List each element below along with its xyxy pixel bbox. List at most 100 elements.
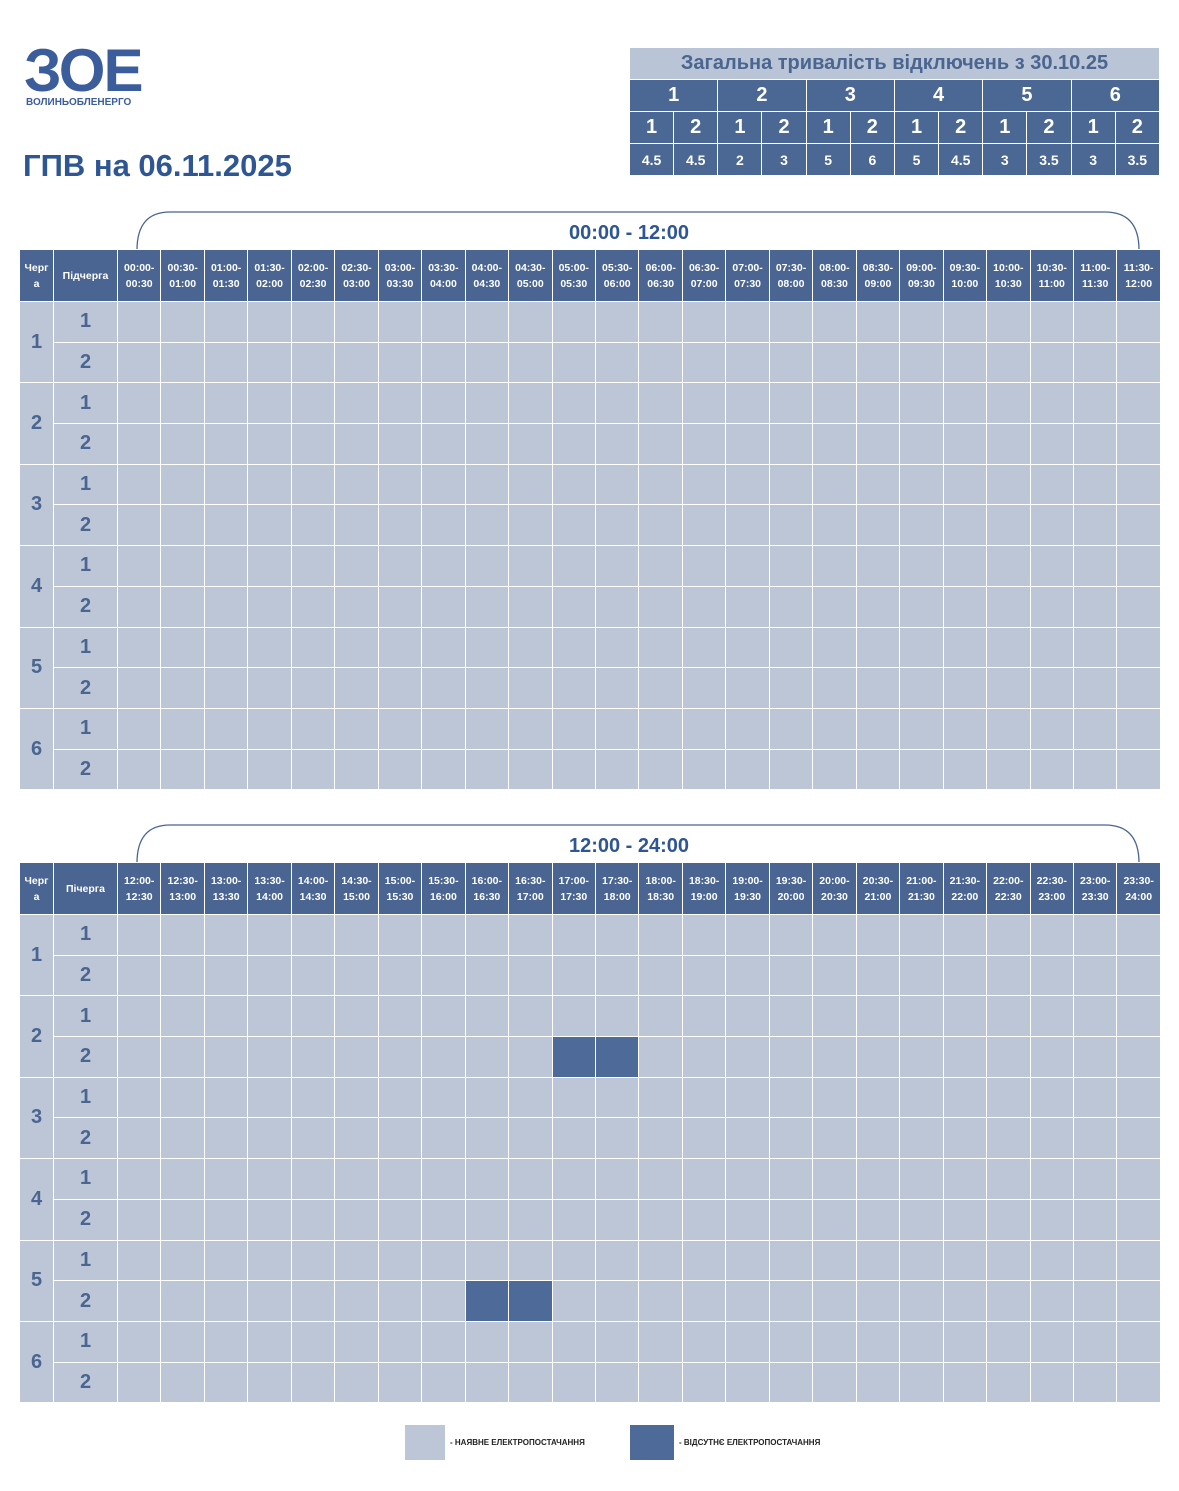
power-cell [594, 1320, 640, 1363]
schedule-row: 2 [20, 341, 1161, 384]
power-cell [594, 423, 640, 465]
power-cell [681, 1198, 727, 1241]
power-cell [855, 1239, 901, 1282]
slot-header: 13:30-14:00 [247, 862, 292, 915]
power-cell [464, 748, 510, 791]
power-cell [508, 341, 553, 384]
slot-header: 19:30-20:00 [768, 862, 814, 915]
power-cell [334, 504, 379, 547]
power-cell [725, 585, 770, 628]
outage-cell [551, 1036, 596, 1078]
power-cell [942, 301, 988, 343]
hours-value: 5 [805, 143, 851, 176]
power-cell [855, 914, 901, 956]
power-cell [203, 1076, 249, 1119]
power-cell [768, 301, 814, 343]
power-cell [247, 545, 292, 587]
power-cell [1029, 667, 1074, 709]
power-cell [1072, 667, 1118, 709]
power-cell [681, 545, 727, 587]
schedule-table: Черга Підчерга 00:00-00:30 00:30-01:00 01:00… [19, 249, 1161, 791]
period-bracket [136, 211, 1140, 251]
power-cell [290, 585, 336, 628]
power-cell [551, 1320, 596, 1363]
power-cell [681, 1280, 727, 1322]
power-cell [681, 995, 727, 1038]
power-cell [812, 667, 857, 709]
power-cell [508, 707, 553, 750]
power-cell [377, 1117, 423, 1160]
slot-header: 21:30-22:00 [942, 862, 988, 915]
power-cell [116, 1320, 162, 1363]
power-cell [1072, 995, 1118, 1038]
power-cell [1029, 585, 1074, 628]
group-label: 3 [805, 79, 895, 112]
power-cell [986, 301, 1031, 343]
slot-header: 08:30-09:00 [855, 249, 901, 302]
power-cell [638, 995, 683, 1038]
power-cell [899, 1036, 944, 1078]
power-cell [942, 748, 988, 791]
power-cell [1029, 341, 1074, 384]
power-cell [334, 1036, 379, 1078]
power-cell [551, 1198, 596, 1241]
power-cell [116, 748, 162, 791]
legend-label: - ВІДСУТНЄ ЕЛЕКТРОПОСТАЧАННЯ [679, 1438, 821, 1447]
power-cell [334, 626, 379, 669]
power-cell [508, 382, 553, 425]
hours-value: 3 [982, 143, 1028, 176]
power-cell [768, 626, 814, 669]
power-cell [1029, 1076, 1074, 1119]
power-cell [812, 504, 857, 547]
power-cell [594, 585, 640, 628]
power-cell [247, 1198, 292, 1241]
power-cell [160, 423, 205, 465]
power-cell [203, 341, 249, 384]
power-cell [638, 954, 683, 997]
outage-cell [508, 1280, 553, 1322]
power-cell [986, 585, 1031, 628]
power-cell [594, 1117, 640, 1160]
power-cell [899, 626, 944, 669]
power-cell [160, 1280, 205, 1322]
power-cell [725, 626, 770, 669]
power-cell [1029, 382, 1074, 425]
power-cell [812, 1198, 857, 1241]
power-cell [377, 914, 423, 956]
subqueue-label: 1 [53, 995, 118, 1038]
hours-value: 5 [893, 143, 940, 176]
hours-value: 6 [849, 143, 895, 176]
power-cell [812, 382, 857, 425]
power-cell [725, 1036, 770, 1078]
power-cell [986, 914, 1031, 956]
power-cell [116, 914, 162, 956]
power-cell [334, 1320, 379, 1363]
power-cell [986, 1320, 1031, 1363]
schedule-row: 2 [20, 1036, 1161, 1078]
power-cell [464, 995, 510, 1038]
subgroup-label: 2 [1026, 111, 1072, 144]
queue-label: 6 [19, 1320, 54, 1404]
power-cell [1116, 914, 1161, 956]
power-cell [638, 585, 683, 628]
power-cell [421, 585, 466, 628]
power-cell [247, 423, 292, 465]
queue-label: 1 [19, 913, 54, 997]
power-cell [812, 1280, 857, 1322]
power-cell [464, 301, 510, 343]
power-cell [855, 954, 901, 997]
hours-value: 3.5 [1026, 143, 1072, 176]
power-cell [1072, 1158, 1118, 1200]
subgroup-label: 2 [761, 111, 807, 144]
slot-header: 11:00-11:30 [1072, 249, 1118, 302]
power-cell [681, 748, 727, 791]
power-cell [203, 1036, 249, 1078]
power-cell [203, 995, 249, 1038]
subgroup-label: 2 [938, 111, 984, 144]
hours-value: 3 [761, 143, 807, 176]
power-cell [421, 504, 466, 547]
power-cell [899, 707, 944, 750]
